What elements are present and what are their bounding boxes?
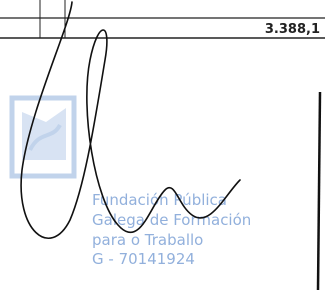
stamp-line: Fundación Pública: [92, 191, 227, 209]
document: 3.388,1 Fundación Pública Galega de Form…: [0, 0, 325, 294]
stamp-line: G - 70141924: [92, 250, 195, 268]
stamp-line: para o Traballo: [92, 231, 203, 249]
stamp-border: [318, 92, 320, 290]
stamp-line: Galega de Formación: [92, 211, 251, 229]
page: 3.388,1 Fundación Pública Galega de Form…: [0, 0, 325, 294]
cell-value: 3.388,1: [265, 22, 320, 37]
stamp-logo: [12, 98, 74, 176]
